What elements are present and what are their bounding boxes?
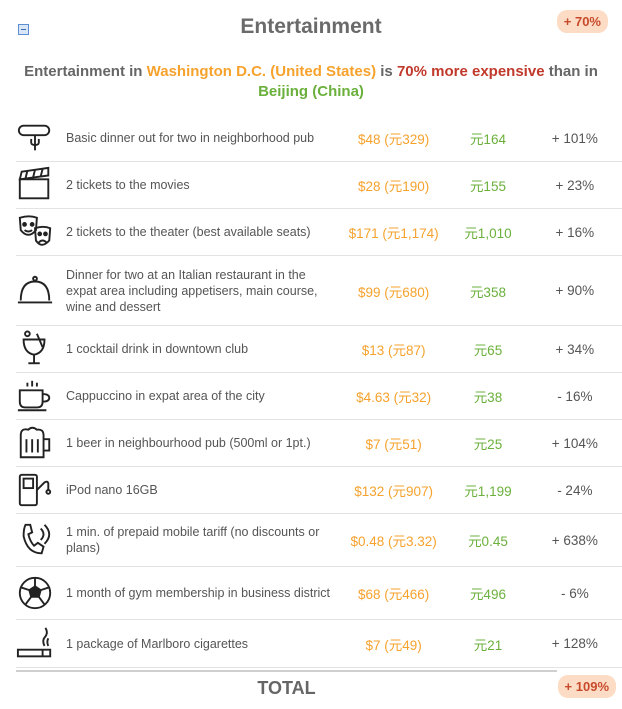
price-washington: $132 (元907) (354, 484, 434, 499)
soccer-ball-icon (16, 573, 60, 613)
price-washington: $28 (元190) (357, 179, 430, 194)
item-label: 1 min. of prepaid mobile tariff (no disc… (66, 525, 320, 555)
price-difference: + 101% (551, 130, 598, 146)
summary-prefix: Entertainment in (24, 63, 143, 80)
price-difference: - 6% (560, 585, 589, 601)
table-row: 1 cocktail drink in downtown club $13 (元8… (16, 326, 622, 373)
price-beijing: 元65 (473, 343, 503, 358)
price-beijing: 元164 (469, 132, 506, 147)
beer-mug-icon (16, 423, 60, 463)
price-beijing: 元21 (473, 637, 503, 653)
section-title: Entertainment (240, 15, 382, 38)
comparison-summary: Entertainment in Washington D.C. (United… (10, 62, 612, 102)
table-row: 1 beer in neighbourhood pub (500ml or 1p… (16, 420, 622, 467)
price-washington: $7 (元51) (365, 437, 422, 452)
summary-than: than in (548, 63, 598, 80)
price-difference: + 128% (551, 636, 598, 651)
table-row: 2 tickets to the movies $28 (元190) 元155 + 2… (16, 162, 622, 209)
table-row: Basic dinner out for two in neighborhood… (16, 115, 622, 162)
price-beijing: 元496 (469, 587, 506, 602)
total-divider (16, 670, 557, 672)
ipod-icon (16, 470, 60, 510)
price-beijing: 元358 (469, 284, 506, 300)
price-beijing: 元1,199 (464, 484, 512, 499)
item-label: 1 package of Marlboro cigarettes (66, 636, 249, 651)
table-row: Cappuccino in expat area of the city $4.6… (16, 373, 622, 420)
table-row: Dinner for two at an Italian restaurant … (16, 256, 622, 326)
phone-call-icon (16, 520, 60, 560)
cigarette-icon (16, 624, 60, 664)
price-washington: $171 (元1,174) (348, 226, 439, 241)
item-label: 1 month of gym membership in business di… (66, 586, 330, 600)
table-row: 2 tickets to the theater (best available… (16, 209, 622, 256)
price-beijing: 元38 (473, 390, 503, 405)
price-washington: $0.48 (元3.32) (350, 534, 437, 549)
cocktail-icon (16, 329, 60, 369)
item-label: 1 beer in neighbourhood pub (500ml or 1p… (66, 436, 311, 450)
price-difference: + 16% (555, 224, 595, 240)
collapse-toggle-icon[interactable] (18, 24, 29, 35)
price-washington: $4.63 (元32) (356, 390, 432, 405)
price-difference: - 24% (557, 482, 593, 498)
price-difference: + 104% (551, 435, 598, 451)
total-label: TOTAL (257, 678, 316, 698)
sausage-fork-icon (16, 118, 60, 158)
summary-city-1[interactable]: Washington D.C. (United States) (146, 63, 377, 80)
price-table: Basic dinner out for two in neighborhood… (16, 115, 622, 668)
item-label: 2 tickets to the theater (best available… (66, 225, 311, 239)
item-label: Dinner for two at an Italian restaurant … (66, 267, 318, 314)
section-header: Entertainment + 70% (0, 0, 622, 56)
price-washington: $13 (元87) (361, 343, 426, 358)
price-difference: + 90% (555, 283, 595, 298)
table-row: 1 package of Marlboro cigarettes $7 (元49)… (16, 620, 622, 668)
cloche-icon (16, 271, 60, 311)
table-row: iPod nano 16GB $132 (元907) 元1,199 - 24% (16, 467, 622, 514)
price-beijing: 元155 (469, 179, 506, 194)
theater-masks-icon (16, 212, 60, 252)
overall-difference-badge: + 70% (556, 10, 608, 33)
price-difference: + 34% (555, 341, 595, 357)
total-difference-badge: + 109% (557, 675, 616, 698)
price-difference: + 23% (555, 177, 595, 193)
item-label: Basic dinner out for two in neighborhood… (66, 131, 315, 145)
coffee-cup-icon (16, 376, 60, 416)
price-beijing: 元1,010 (464, 226, 512, 241)
summary-is: is (380, 63, 393, 80)
price-beijing: 元25 (473, 437, 503, 452)
price-difference: - 16% (557, 388, 593, 404)
item-label: Cappuccino in expat area of the city (66, 389, 265, 403)
item-label: iPod nano 16GB (66, 483, 158, 497)
summary-city-2[interactable]: Beijing (China) (258, 83, 364, 100)
price-washington: $7 (元49) (365, 637, 422, 653)
price-washington: $48 (元329) (357, 132, 430, 147)
table-row: 1 month of gym membership in business di… (16, 567, 622, 620)
price-washington: $68 (元466) (357, 587, 430, 602)
price-difference: + 638% (551, 532, 598, 548)
price-washington: $99 (元680) (357, 284, 430, 300)
summary-percent: 70% more expensive (396, 63, 545, 80)
price-beijing: 元0.45 (468, 534, 508, 549)
item-label: 2 tickets to the movies (66, 178, 190, 192)
item-label: 1 cocktail drink in downtown club (66, 342, 249, 356)
table-row: 1 min. of prepaid mobile tariff (no disc… (16, 514, 622, 567)
clapperboard-icon (16, 165, 60, 205)
